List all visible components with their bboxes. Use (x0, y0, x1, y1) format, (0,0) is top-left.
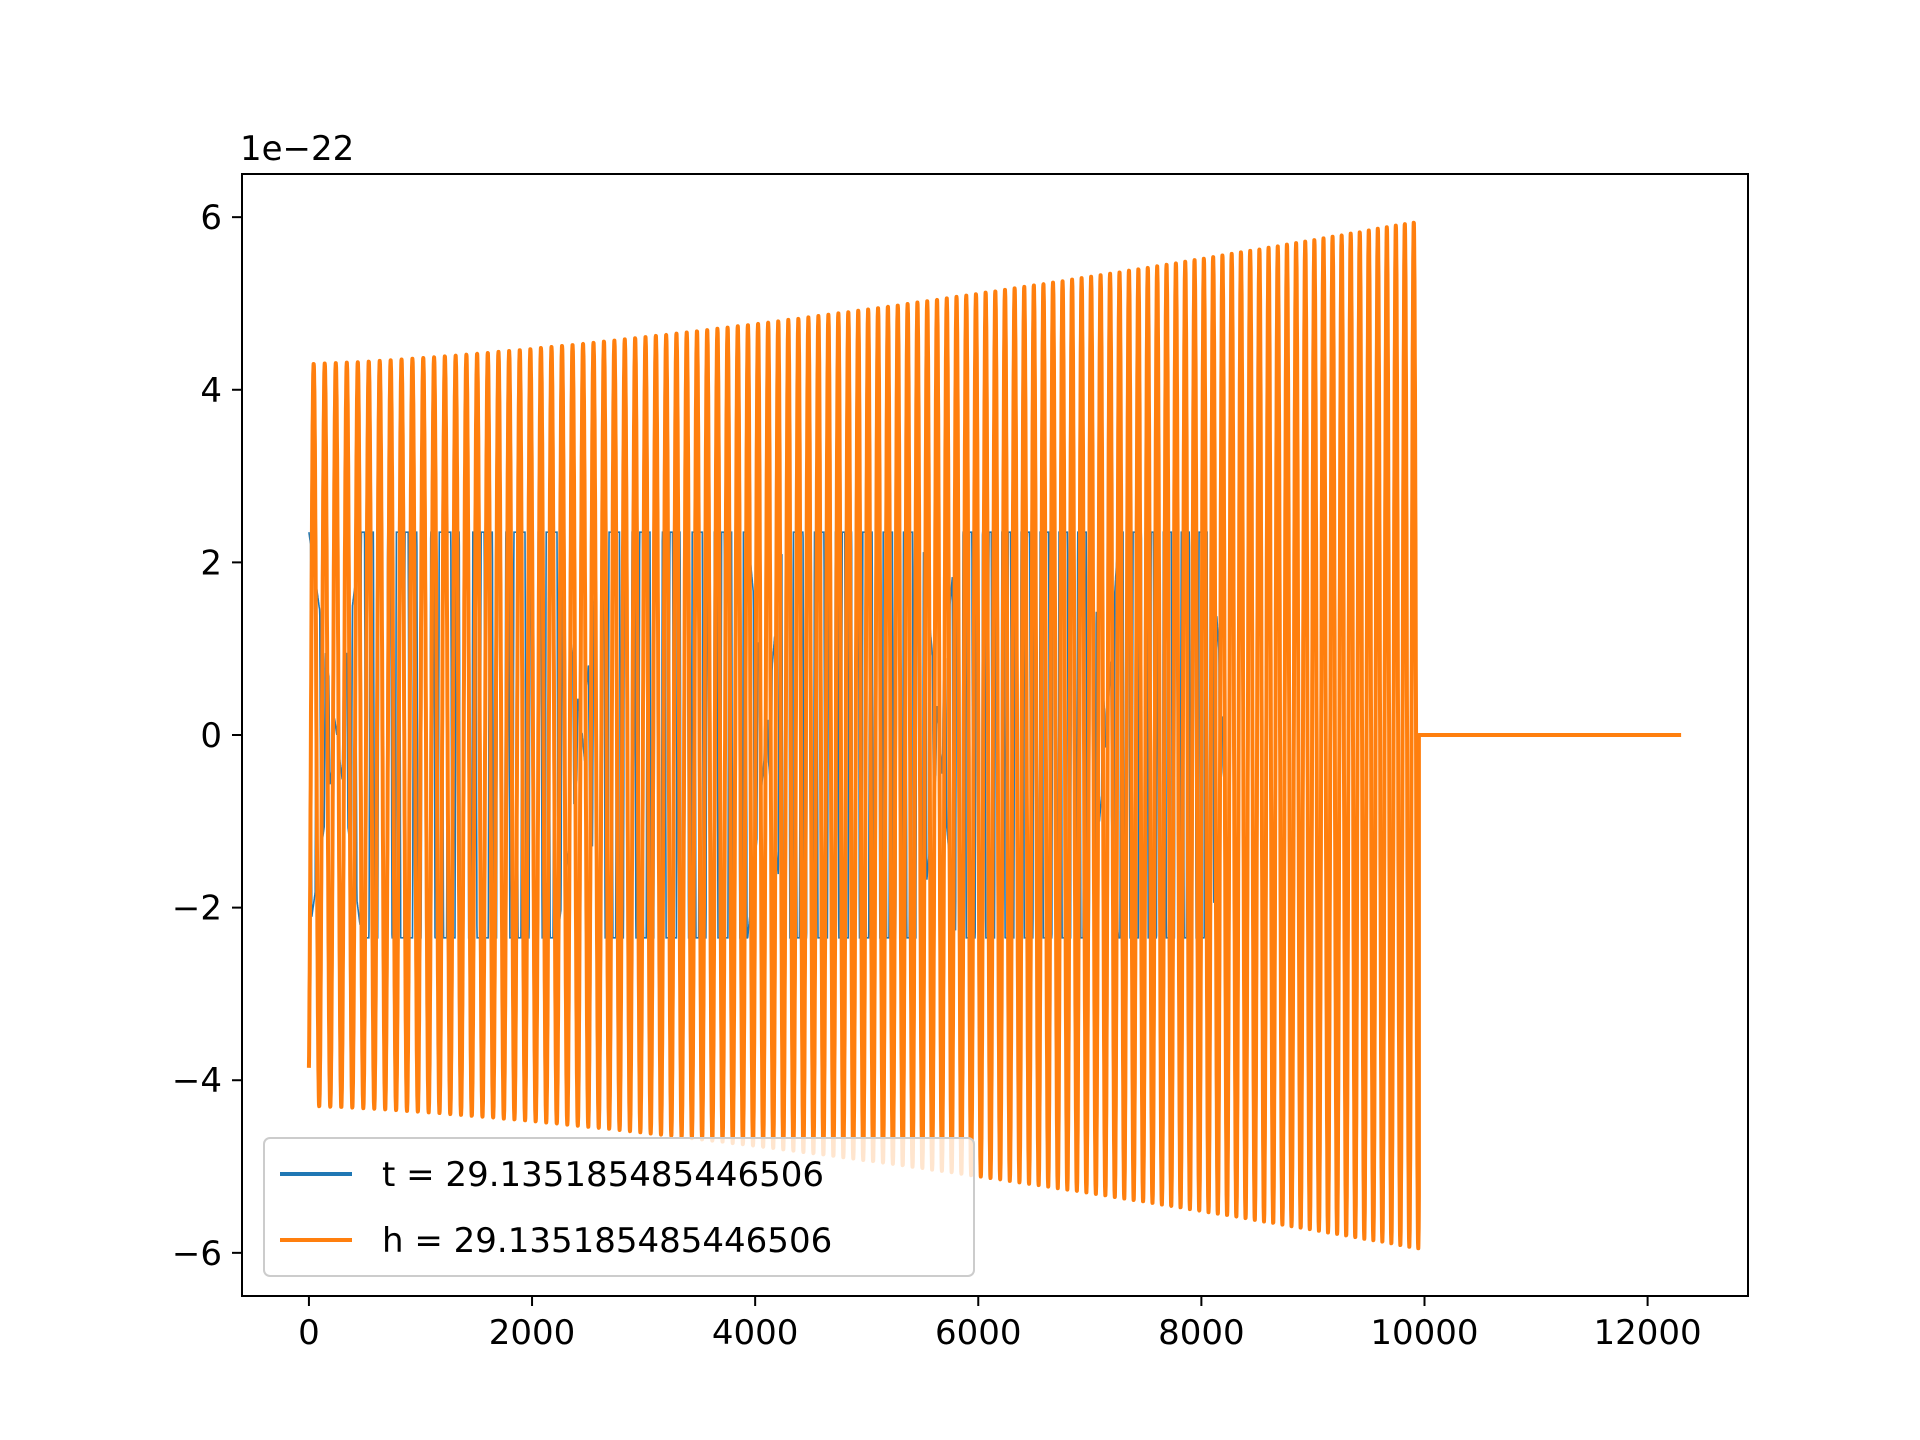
y-tick-label: −6 (172, 1234, 222, 1274)
legend-label: h = 29.135185485446506 (382, 1221, 832, 1261)
y-tick-label: 2 (200, 543, 222, 583)
x-tick-label: 2000 (489, 1313, 576, 1353)
y-axis-offset-label: 1e−22 (240, 129, 354, 169)
x-tick-label: 12000 (1594, 1313, 1702, 1353)
x-tick-label: 6000 (935, 1313, 1022, 1353)
legend: t = 29.135185485446506 h = 29.13518548544… (263, 1137, 975, 1277)
x-tick-label: 0 (298, 1313, 320, 1353)
axes: 0 2000 4000 6000 8000 10000 12000 −6 −4 −2 0 2 4 6 (172, 173, 1749, 1353)
legend-label: t = 29.135185485446506 (382, 1155, 824, 1195)
plot-area (306, 220, 1682, 1251)
y-tick-label: 6 (200, 198, 222, 238)
legend-box (263, 1137, 975, 1277)
x-tick-label: 8000 (1158, 1313, 1245, 1353)
y-tick-label: 0 (200, 716, 222, 756)
x-tick-label: 10000 (1370, 1313, 1478, 1353)
series-h-line (306, 220, 1682, 1251)
y-tick-label: −2 (172, 889, 222, 929)
x-tick-label: 4000 (712, 1313, 799, 1353)
y-tick-label: −4 (172, 1061, 222, 1101)
y-tick-label: 4 (200, 371, 222, 411)
